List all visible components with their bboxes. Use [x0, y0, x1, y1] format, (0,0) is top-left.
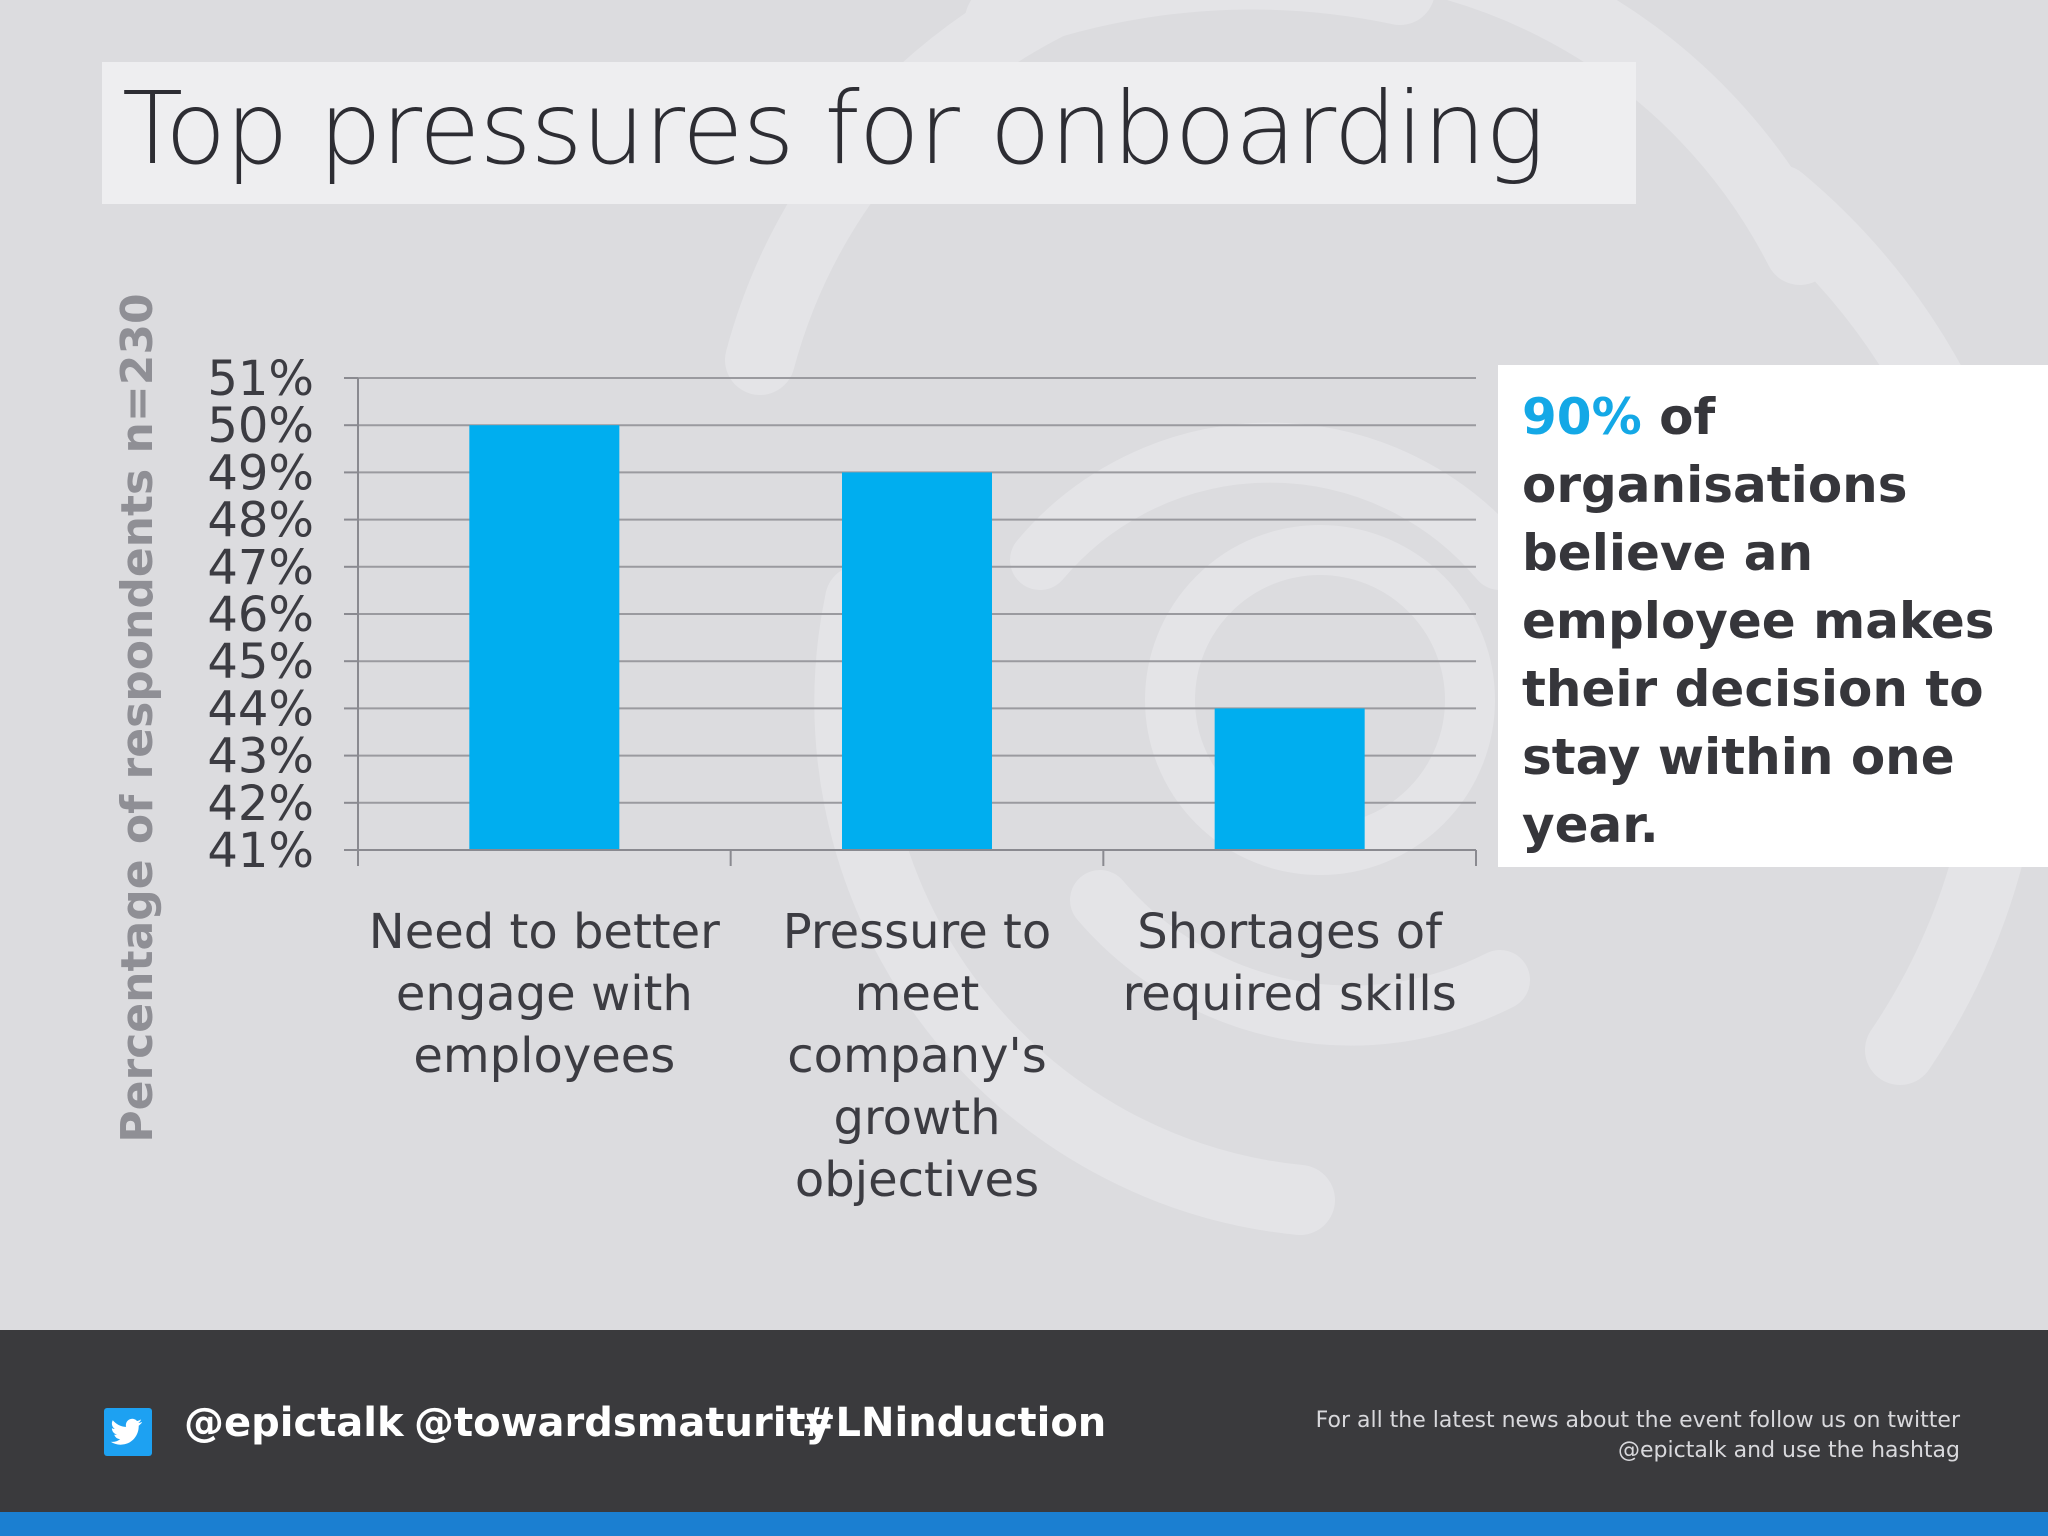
- x-category-label: objectives: [795, 1152, 1039, 1208]
- x-category-label: Shortages of: [1137, 904, 1443, 960]
- handle-towardsmaturity[interactable]: @towardsmaturity: [414, 1400, 832, 1446]
- x-category-label: growth: [833, 1090, 1000, 1146]
- y-tick-labels: 41%42%43%44%45%46%47%48%49%50%51%: [207, 351, 314, 879]
- y-tick-label: 43%: [207, 729, 314, 785]
- y-tick-label: 45%: [207, 634, 314, 690]
- x-category-labels: Need to better engage with employees Pressu…: [369, 904, 1457, 1208]
- twitter-icon[interactable]: [104, 1408, 152, 1456]
- footer-note-line-1: For all the latest news about the event …: [1315, 1408, 1960, 1433]
- x-category-label: meet: [855, 966, 980, 1022]
- x-category-label: employees: [413, 1028, 675, 1084]
- y-axis-title: Percentage of respondents n=230: [112, 293, 163, 1142]
- bar: [469, 425, 620, 850]
- y-tick-label: 41%: [207, 823, 314, 879]
- y-tick-label: 49%: [207, 445, 314, 501]
- y-tick-label: 44%: [207, 681, 314, 737]
- y-tick-label: 46%: [207, 587, 314, 643]
- callout-highlight: 90%: [1522, 388, 1642, 446]
- x-category-label: required skills: [1123, 966, 1457, 1022]
- callout-text: 90% of organisations believe an employee…: [1522, 383, 2024, 859]
- bar-chart: 41%42%43%44%45%46%47%48%49%50%51% Need t…: [112, 293, 1477, 1208]
- footer-note: For all the latest news about the event …: [1240, 1406, 1960, 1466]
- x-category-label: engage with: [396, 966, 693, 1022]
- y-tick-label: 50%: [207, 398, 314, 454]
- hashtag-lninduction[interactable]: #LNinduction: [802, 1400, 1107, 1446]
- handle-epictalk[interactable]: @epictalk: [184, 1400, 404, 1446]
- footer-accent-strip: [0, 1512, 2048, 1536]
- footer: [0, 1330, 2048, 1512]
- callout-body: of organisations believe an employee mak…: [1522, 388, 1995, 854]
- page-title: Top pressures for onboarding: [122, 70, 1545, 187]
- y-tick-label: 42%: [207, 776, 314, 832]
- x-category-label: company's: [787, 1028, 1046, 1084]
- x-category-label: Need to better: [369, 904, 720, 960]
- y-tick-label: 48%: [207, 493, 314, 549]
- y-tick-label: 47%: [207, 540, 314, 596]
- title-box: Top pressures for onboarding: [102, 62, 1636, 204]
- bar: [842, 472, 992, 850]
- y-tick-label: 51%: [207, 351, 314, 407]
- axes: [344, 377, 1477, 866]
- x-category-label: Pressure to: [783, 904, 1051, 960]
- bars: [469, 425, 1365, 850]
- footer-note-line-2: @epictalk and use the hashtag: [1618, 1438, 1960, 1463]
- callout-box: 90% of organisations believe an employee…: [1498, 365, 2048, 867]
- bar: [1214, 708, 1365, 850]
